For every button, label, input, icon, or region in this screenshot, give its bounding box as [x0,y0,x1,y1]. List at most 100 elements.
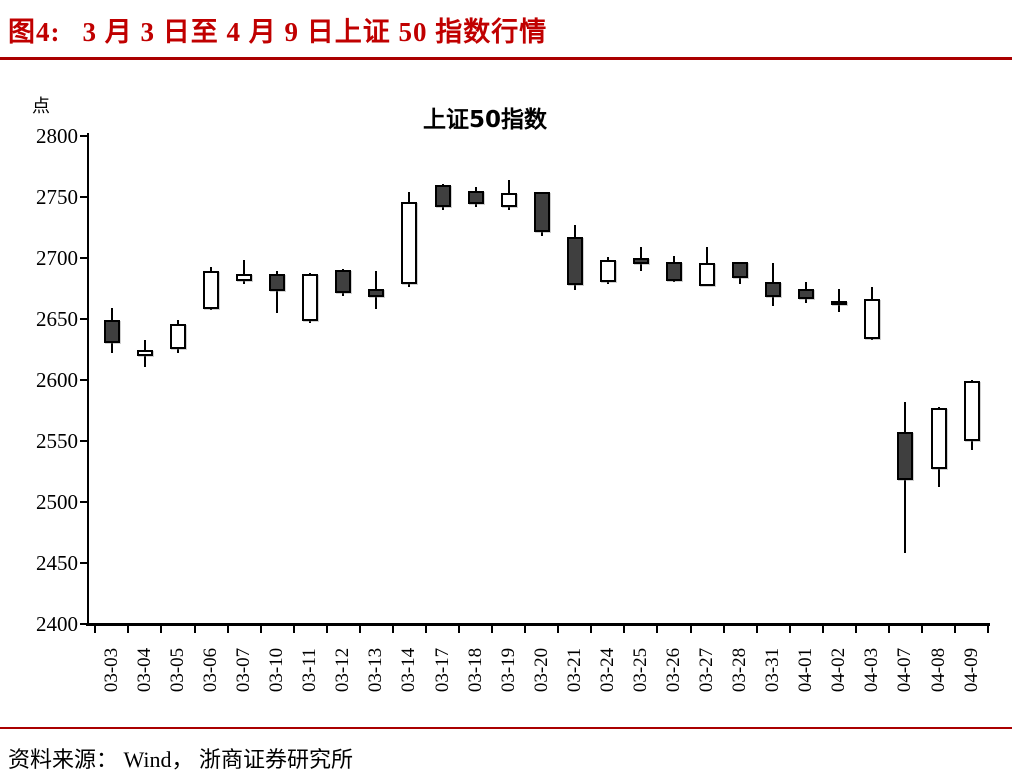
x-axis-tick [623,626,626,633]
candle-wick [838,288,841,312]
x-axis-tick [788,626,791,633]
x-axis-label: 03-19 [497,647,519,693]
x-axis-tick [656,626,659,633]
x-axis-tick [722,626,725,633]
y-axis-tick [80,562,88,564]
x-axis-label: 03-04 [133,647,155,693]
y-axis-tick [80,501,88,503]
x-axis-tick [94,626,97,633]
candle-body [897,432,914,481]
candle-wick [243,260,246,284]
x-axis-line [86,623,990,626]
candle-body [368,288,385,298]
figure-label: 图4: [8,17,61,47]
candle-body [302,273,319,322]
x-axis-tick [226,626,229,633]
x-axis-label: 03-18 [464,647,486,693]
x-axis-label: 03-24 [596,647,618,693]
x-axis-tick [491,626,494,633]
candle-body [335,270,352,294]
y-axis-label: 2450 [36,551,78,575]
figure-title-text: 3 月 3 日至 4 月 9 日上证 50 指数行情 [82,17,548,47]
x-axis-label: 03-12 [332,647,354,693]
y-axis-tick [80,623,88,625]
y-axis-label: 2600 [36,368,78,392]
candle-body [599,260,616,283]
y-axis-unit-label: 点 [32,96,50,116]
x-axis-label: 03-26 [662,647,684,693]
candle-body [203,271,219,310]
candle-body [798,288,815,300]
x-axis-tick [590,626,593,633]
candle-body [765,282,782,298]
x-axis-label: 03-11 [299,648,321,692]
x-axis-label: 03-20 [530,647,552,693]
candle-body [665,261,682,282]
y-axis-label: 2700 [36,246,78,270]
x-axis-tick [391,626,394,633]
candle-body [632,258,649,265]
candle-wick [276,271,279,313]
candle-body [467,190,484,205]
x-axis-label: 03-06 [200,647,221,693]
y-axis-label: 2550 [36,429,78,453]
x-axis-tick [987,626,990,633]
candle-body [136,349,153,356]
y-axis-tick [80,196,88,198]
x-axis-label: 03-17 [431,647,453,693]
y-axis-tick [80,379,88,381]
x-axis-label: 04-07 [894,647,916,693]
y-axis-label: 2750 [36,185,78,209]
candle-body [500,193,517,207]
x-axis-label: 03-25 [629,647,651,693]
candle-body [169,323,186,350]
candle-body [566,237,583,285]
x-axis-label: 03-14 [398,647,420,693]
x-axis-tick [292,626,295,633]
candle-body [103,320,120,344]
x-axis-tick [854,626,857,633]
candle-body [401,201,418,284]
footer-rule-line [0,727,1012,729]
x-axis-label: 03-27 [696,647,718,693]
x-axis-tick [755,626,758,633]
title-rule-line [0,57,1012,60]
source-note: 资料来源： Wind， 浙商证券研究所 [8,747,353,772]
x-axis-label: 03-21 [563,647,585,693]
y-axis-label: 2400 [36,612,78,636]
y-axis-tick [80,440,88,442]
x-axis-tick [557,626,560,633]
figure-title: 图4: 3 月 3 日至 4 月 9 日上证 50 指数行情 [8,10,547,49]
x-axis-tick [954,626,957,633]
x-axis-label: 04-01 [795,647,817,693]
candle-body [533,192,550,233]
x-axis-label: 04-08 [927,647,949,693]
x-axis-label: 03-28 [729,647,751,693]
y-axis-label: 2650 [36,307,78,331]
y-axis-tick [80,318,88,320]
x-axis-tick [887,626,890,633]
x-axis-label: 04-03 [861,647,883,693]
x-axis-label: 03-07 [233,647,255,693]
candle-body [732,261,749,278]
x-axis-tick [689,626,692,633]
y-axis-label: 2500 [36,490,78,514]
x-axis-tick [821,626,824,633]
candle-body [236,273,253,282]
y-axis-tick [80,135,88,137]
x-axis-label: 04-02 [828,647,850,693]
x-axis-tick [325,626,328,633]
x-axis-tick [921,626,924,633]
x-axis-label: 03-03 [100,647,122,693]
candle-body [864,299,881,339]
x-axis-label: 03-13 [365,647,387,693]
y-axis-line [87,133,89,626]
x-axis-label: 03-05 [166,647,188,693]
x-axis-label: 03-10 [266,647,288,693]
x-axis-label: 03-31 [762,647,784,693]
chart-title: 上证50指数 [422,107,547,133]
y-axis-tick [80,257,88,259]
candle-body [269,273,286,291]
